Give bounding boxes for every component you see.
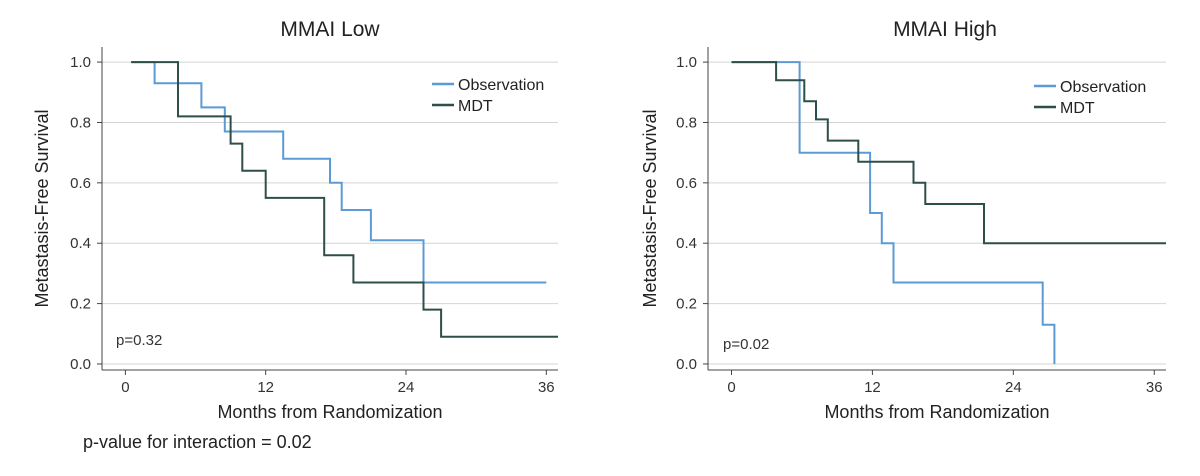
legend-label-mdt: MDT — [458, 98, 493, 115]
y-tick-label: 0.4 — [676, 235, 697, 252]
y-tick-label: 0.6 — [70, 175, 91, 192]
x-tick-label: 24 — [1005, 379, 1022, 396]
p-value-annotation: p=0.32 — [116, 332, 162, 349]
x-tick-label: 24 — [398, 379, 415, 396]
y-tick-label: 0.8 — [70, 114, 91, 131]
y-tick-label: 0.8 — [676, 114, 697, 131]
x-tick-label: 0 — [121, 379, 129, 396]
panel-mmai-low: 0.0 0.2 0.4 0.6 0.8 1.0 0 12 24 36 MMAI Low Months … — [32, 18, 558, 422]
x-tick-label: 12 — [864, 379, 881, 396]
p-value-annotation: p=0.02 — [723, 336, 769, 353]
x-tick-label: 12 — [257, 379, 274, 396]
series-line-observation — [731, 61, 1056, 364]
y-tick-label: 0.0 — [70, 356, 91, 373]
y-axis-label: Metastasis-Free Survival — [32, 109, 52, 307]
series-line-observation — [131, 61, 547, 284]
series-line-mdt — [731, 61, 1166, 245]
x-tick-label: 0 — [727, 379, 735, 396]
interaction-footnote: p-value for interaction = 0.02 — [83, 432, 312, 452]
legend-label-observation: Observation — [458, 77, 544, 94]
y-tick-label: 1.0 — [70, 54, 91, 71]
y-tick-label: 0.2 — [70, 296, 91, 313]
series-line-mdt — [131, 61, 558, 338]
x-tick-label: 36 — [538, 379, 555, 396]
y-tick-label: 0.4 — [70, 235, 91, 252]
chart-title: MMAI Low — [280, 18, 380, 41]
y-tick-label: 0.2 — [676, 296, 697, 313]
y-tick-label: 1.0 — [676, 54, 697, 71]
legend-label-observation: Observation — [1060, 79, 1146, 96]
legend-label-mdt: MDT — [1060, 100, 1095, 117]
x-tick-label: 36 — [1146, 379, 1163, 396]
x-axis-label: Months from Randomization — [824, 402, 1049, 422]
panel-mmai-high: 0.0 0.2 0.4 0.6 0.8 1.0 0 12 24 36 MMAI High Months… — [640, 18, 1166, 422]
y-axis-label: Metastasis-Free Survival — [640, 109, 660, 307]
x-axis-label: Months from Randomization — [217, 402, 442, 422]
y-tick-label: 0.6 — [676, 175, 697, 192]
y-tick-label: 0.0 — [676, 356, 697, 373]
chart-title: MMAI High — [893, 18, 997, 41]
